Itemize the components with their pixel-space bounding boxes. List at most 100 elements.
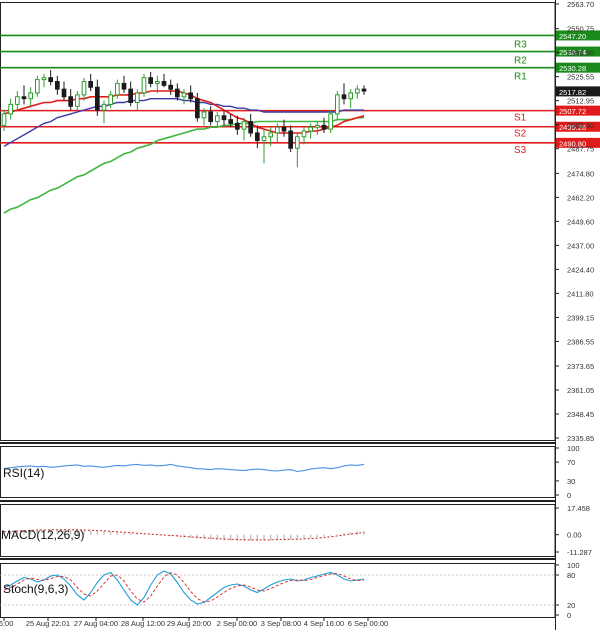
ma-blue-line — [3, 97, 364, 147]
y-tick-label: 2563.70 — [567, 0, 594, 9]
stoch-panel-frame — [0, 563, 556, 618]
level-price-tag-label: 2490.80 — [559, 139, 586, 148]
y-tick-label: 2411.80 — [567, 289, 594, 298]
candle-body — [135, 92, 140, 103]
x-tick-label: 28 Aug 12:00 — [121, 619, 165, 628]
x-tick-label: 27 Aug 04:00 — [74, 619, 118, 628]
macd-y-tick-label: 17.458 — [567, 504, 590, 513]
candle-body — [175, 88, 180, 98]
candle-body — [281, 126, 287, 132]
rsi-y-tick-label: 100 — [567, 444, 580, 453]
x-tick-label: 25 Aug 22:01 — [26, 619, 70, 628]
candle-body — [348, 92, 354, 100]
candle-body — [241, 121, 247, 130]
candle-body — [328, 113, 334, 130]
level-price-tag — [556, 46, 600, 57]
candle-body — [301, 130, 307, 138]
y-tick-label: 2462.20 — [567, 193, 594, 202]
candle-body — [201, 111, 207, 119]
axes: 2563.70 2550.75 2538.30 2525.55 2512.95 2500.… — [0, 0, 594, 628]
macd-signal-line — [3, 529, 365, 541]
level-label-s3: S3 — [514, 145, 527, 156]
x-tick-label: 2 Sep 00:00 — [217, 619, 257, 628]
rsi-title: RSI(14) — [3, 466, 44, 480]
level-price-tag — [556, 105, 600, 116]
macd-panel: MACD(12,26,9) — [1, 528, 365, 542]
candle-body — [248, 121, 253, 134]
candle-body — [15, 96, 20, 105]
level-price-tag-label: 2530.28 — [559, 64, 586, 73]
candle-body — [355, 88, 360, 94]
rsi-panel: RSI(14) — [3, 463, 365, 480]
candle-body — [28, 92, 34, 100]
ma-green-line — [3, 116, 364, 214]
x-tick-label: 16:00 — [0, 619, 13, 628]
rsi-y-tick-label: 30 — [567, 477, 575, 486]
candle-body — [35, 79, 40, 94]
stoch-k-line — [3, 570, 365, 606]
x-tick-label: 3 Sep 08:00 — [261, 619, 301, 628]
y-tick-label: 2348.45 — [567, 410, 594, 419]
candle-body — [235, 122, 240, 130]
stoch-y-tick-label: 80 — [567, 571, 575, 580]
candle-body — [168, 84, 173, 90]
candle-body — [215, 115, 220, 123]
x-tick-label: 6 Sep 00:00 — [348, 619, 388, 628]
candle-body — [95, 86, 100, 111]
y-tick-label: 2335.85 — [567, 434, 594, 443]
candle-body — [81, 81, 87, 96]
candle-body — [261, 136, 267, 142]
candle-body — [148, 77, 153, 84]
candle-body — [1, 113, 7, 126]
stoch-panel: Stoch(9,6,3) — [0, 570, 555, 606]
current-price-tag — [556, 86, 600, 97]
y-tick-label: 2550.75 — [567, 25, 594, 34]
level-price-tag — [556, 62, 600, 73]
candle-body — [128, 88, 133, 103]
candle-body — [161, 81, 167, 86]
y-tick-label: 2525.55 — [567, 73, 594, 82]
price-panel: R3 2547.20 R2 2538.74 R1 2530.28 S1 2507.72 S2 24… — [0, 30, 600, 214]
candle-body — [295, 136, 300, 149]
level-price-tag — [556, 30, 600, 41]
y-tick-label: 2500.30 — [567, 121, 594, 130]
candle-body — [68, 96, 74, 107]
candle-body — [115, 82, 120, 96]
y-tick-label: 2474.80 — [567, 169, 594, 178]
candle-body — [361, 88, 367, 92]
y-tick-label: 2487.75 — [567, 145, 594, 154]
candle-body — [315, 124, 320, 128]
level-price-tag — [556, 121, 600, 132]
candle-body — [268, 132, 274, 138]
level-label-r3: R3 — [514, 39, 527, 50]
candle-body — [61, 88, 67, 98]
candle-body — [155, 81, 160, 84]
level-price-tag — [556, 137, 600, 148]
candle-body — [101, 103, 107, 111]
y-tick-label: 2399.15 — [567, 313, 594, 322]
macd-y-tick-label: -11.287 — [567, 548, 592, 557]
y-tick-label: 2437.00 — [567, 241, 594, 250]
candle-body — [141, 77, 147, 94]
candle-body — [321, 124, 327, 130]
y-tick-label: 2361.05 — [567, 386, 594, 395]
stoch-y-tick-label: 20 — [567, 601, 575, 610]
candle-body — [55, 81, 60, 90]
candle-body — [308, 126, 314, 132]
candle-body — [228, 119, 233, 124]
y-tick-label: 2449.60 — [567, 217, 594, 226]
candle-body — [21, 96, 27, 100]
candle-body — [255, 132, 260, 142]
candle-body — [341, 94, 347, 100]
candle-body — [8, 103, 13, 115]
candle-body — [41, 77, 47, 81]
candle-body — [181, 92, 187, 98]
candle-body — [108, 94, 114, 105]
level-price-tag-label: 2499.26 — [559, 123, 586, 132]
y-tick-label: 2538.30 — [567, 48, 594, 57]
x-tick-label: 29 Aug 20:00 — [167, 619, 211, 628]
candle-body — [275, 126, 280, 134]
y-tick-label: 2386.55 — [567, 337, 594, 346]
